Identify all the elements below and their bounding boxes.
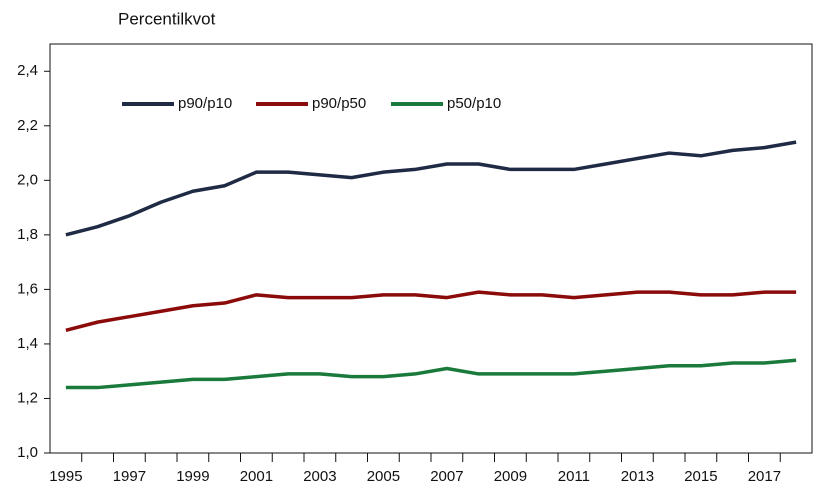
x-tick-label: 2017 <box>748 468 781 485</box>
y-tick-label: 2,2 <box>17 117 38 134</box>
chart-title: Percentilkvot <box>118 9 216 28</box>
x-tick-label: 2007 <box>430 468 463 485</box>
y-tick-label: 1,4 <box>17 335 38 352</box>
series-line <box>65 358 797 390</box>
series-line <box>65 140 797 237</box>
y-tick-label: 1,8 <box>17 226 38 243</box>
x-tick-label: 1999 <box>176 468 209 485</box>
legend-label: p90/p10 <box>178 95 232 112</box>
y-tick-label: 2,0 <box>17 171 38 188</box>
legend-label: p50/p10 <box>447 95 501 112</box>
series-line <box>65 290 797 332</box>
y-tick-label: 2,4 <box>17 62 38 79</box>
x-tick-label: 2001 <box>240 468 273 485</box>
y-tick-label: 1,0 <box>17 444 38 461</box>
x-tick-label: 2013 <box>621 468 654 485</box>
x-tick-label: 2015 <box>684 468 717 485</box>
legend-label: p90/p50 <box>312 95 366 112</box>
x-tick-label: 2011 <box>558 468 590 485</box>
x-tick-label: 2009 <box>494 468 527 485</box>
x-tick-label: 1997 <box>113 468 146 485</box>
x-tick-label: 2005 <box>367 468 400 485</box>
y-tick-label: 1,2 <box>17 389 38 406</box>
y-tick-label: 1,6 <box>17 280 38 297</box>
x-tick-label: 2003 <box>303 468 336 485</box>
x-tick-label: 1995 <box>49 468 82 485</box>
